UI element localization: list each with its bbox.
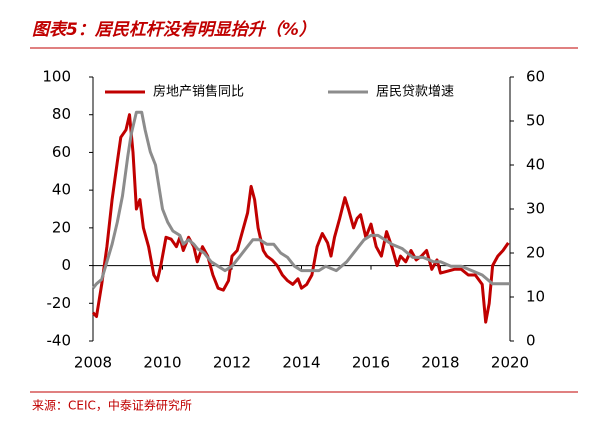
legend-label: 居民贷款增速 [376,85,454,100]
y2-tick-label: 10 [526,288,545,306]
y-tick-label: 40 [52,181,71,199]
y-tick-label: 60 [52,143,71,161]
y-tick-label: -20 [47,294,72,312]
x-tick-label: 2014 [282,354,320,372]
y2-tick-label: 60 [526,68,545,86]
y-tick-label: 20 [52,218,71,236]
y2-tick-label: 40 [526,156,545,174]
chart-title: 图表5：居民杠杆没有明显抬升（%） [32,20,316,40]
y-tick-label: 0 [61,256,71,274]
x-tick-label: 2016 [352,354,390,372]
y2-tick-label: 0 [526,332,536,350]
source: 来源：CEIC，中泰证券研究所 [32,398,192,413]
y-tick-label: 80 [52,105,71,123]
x-tick-label: 2010 [143,354,181,372]
series-line [91,113,510,324]
legend-label: 房地产销售同比 [153,84,244,100]
x-tick-label: 2008 [74,354,112,372]
y-tick-label: -40 [47,332,72,350]
x-tick-label: 2018 [421,354,459,372]
series-line [91,110,510,290]
y-tick-label: 100 [42,68,71,86]
x-tick-label: 2020 [491,354,529,372]
y2-tick-label: 50 [526,112,545,130]
y2-tick-label: 20 [526,244,545,262]
x-tick-label: 2012 [213,354,251,372]
y2-tick-label: 30 [526,200,545,218]
